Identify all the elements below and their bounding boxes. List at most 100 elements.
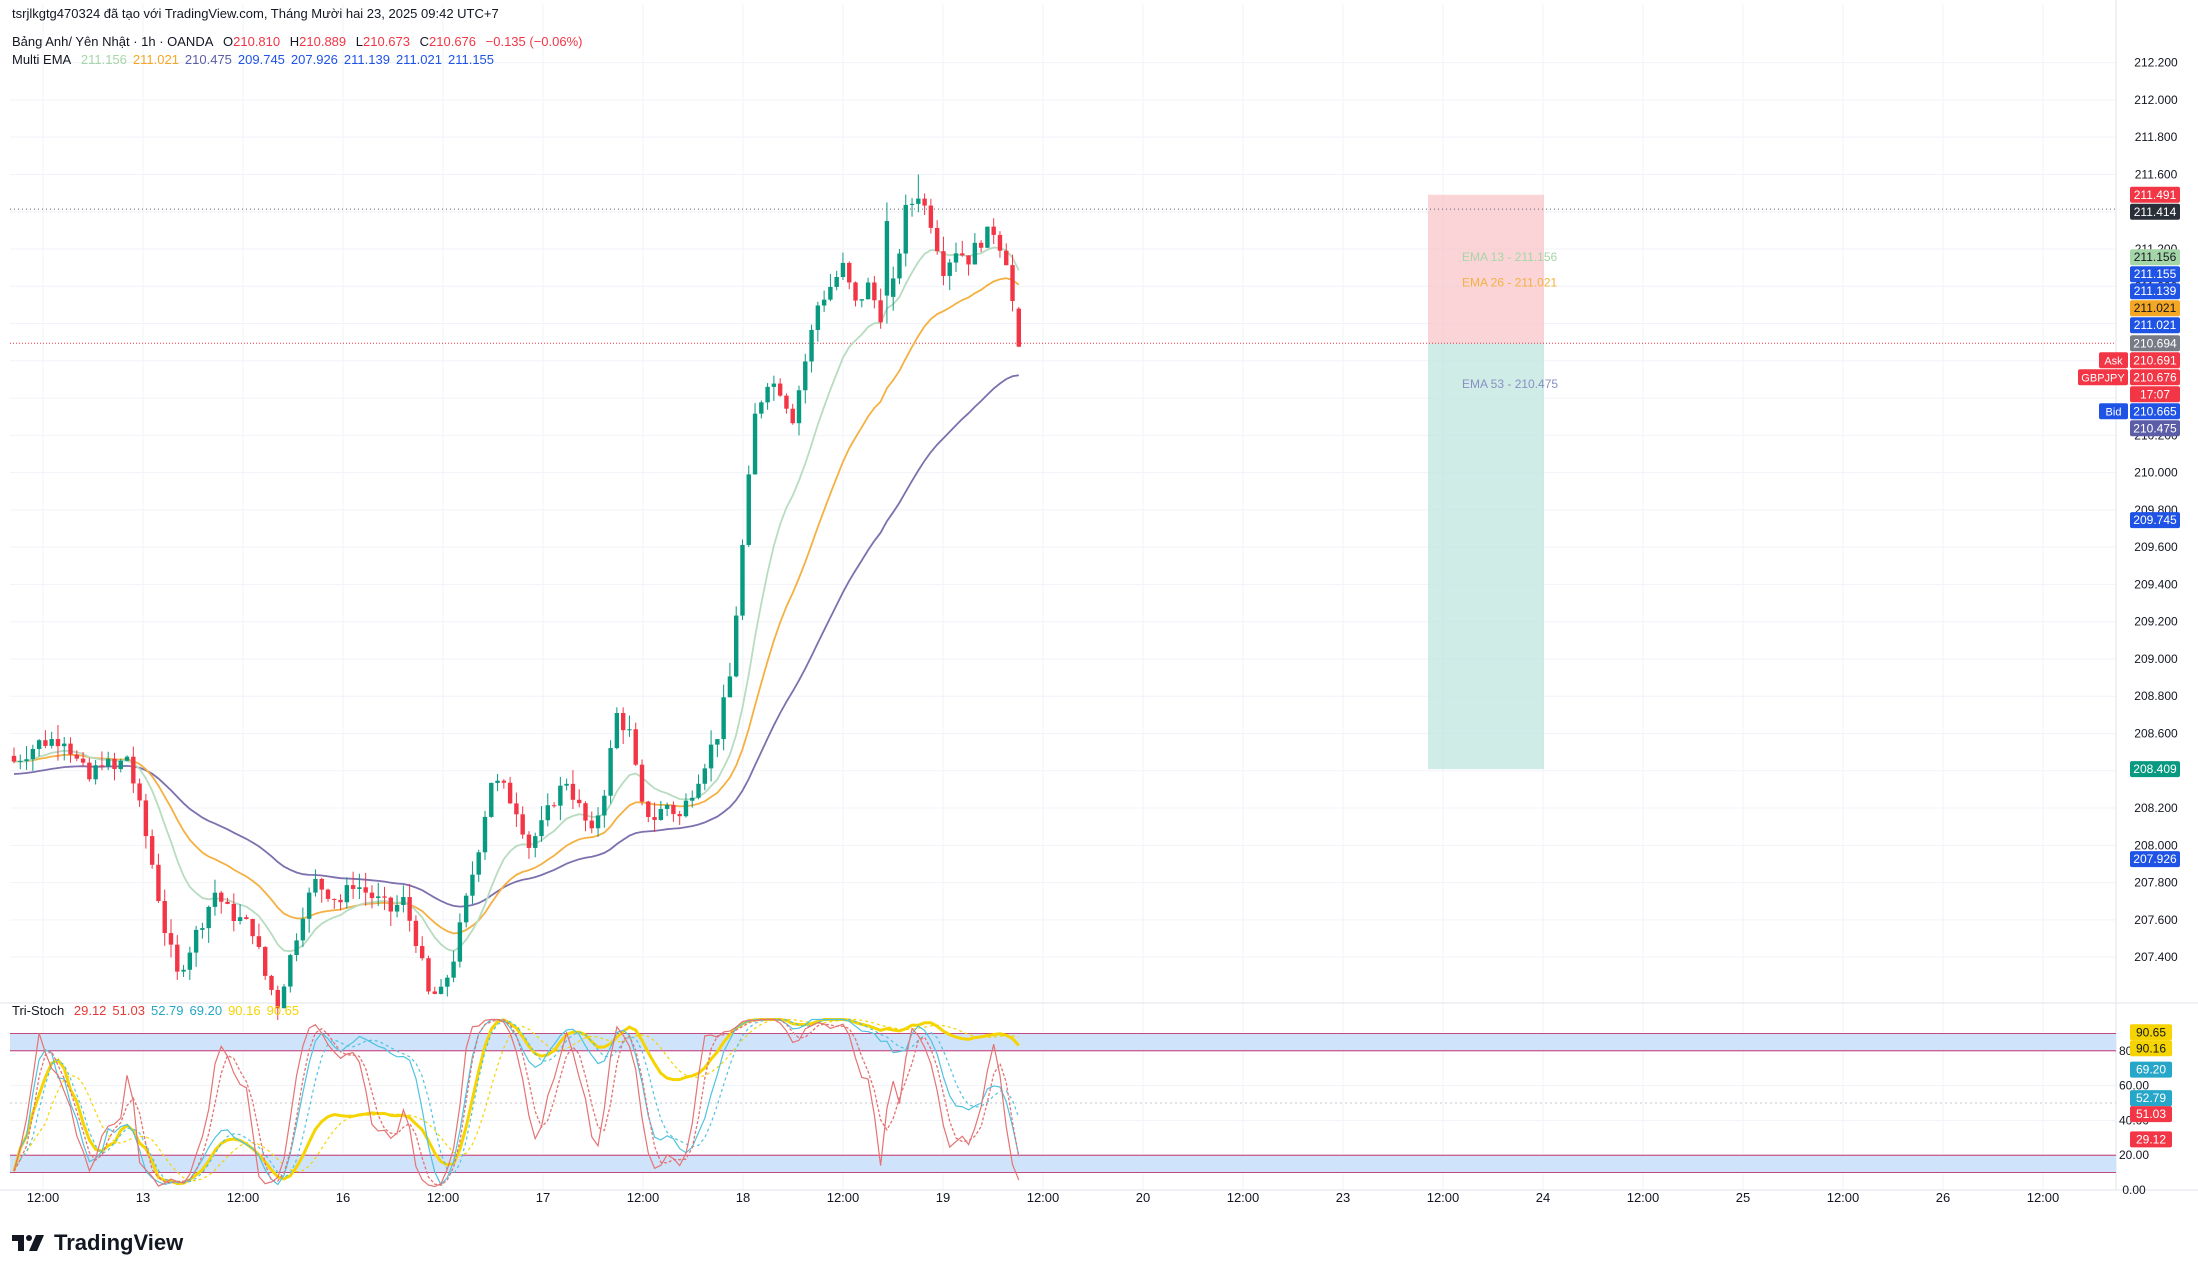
candle-body [702,768,707,784]
candle-body [539,820,544,837]
candle-body [664,804,670,809]
candle-body [489,782,494,817]
stoch-y-tick-label: 20.00 [2119,1148,2149,1162]
ema-line-label: EMA 53 - 210.475 [1462,377,1558,391]
candle-body [501,780,507,783]
candle-body [646,801,651,818]
candle-body [570,783,576,800]
candle-body [275,989,280,1009]
candle-body [708,744,714,769]
stoch-legend-label[interactable]: Tri-Stoch [12,1003,65,1018]
y-axis-tick-label: 210.000 [2134,466,2178,480]
ema-legend[interactable]: Multi EMA 211.156 211.021 210.475 209.745 20… [12,52,506,67]
candle-body [633,729,638,765]
candle-body [426,958,431,992]
candle-body [350,885,356,889]
position-risk-zone [1428,194,1544,344]
ema-legend-label[interactable]: Multi EMA [12,52,72,67]
stoch-axis-label-bg [2130,1090,2172,1107]
stoch-axis-label: 90.65 [2136,1025,2166,1039]
price-tag: Bid [2106,406,2122,418]
price-axis-label: 211.139 [2134,284,2177,298]
y-axis-tick-label: 211.800 [2135,130,2178,144]
candle-body [476,852,481,875]
candle-body [853,282,858,301]
candle-body [583,803,588,821]
stoch-legend[interactable]: Tri-Stoch 29.12 51.03 52.79 69.20 90.16 90.65 [12,1003,311,1018]
candle-body [93,765,98,780]
candle-body [1004,250,1009,266]
candle-body [193,929,199,953]
price-axis-label: 17:07 [2140,387,2170,401]
ema-line-label: EMA 26 - 211.021 [1462,275,1558,289]
candle-body [821,299,827,306]
candle-body [658,808,664,820]
candle-body [777,383,783,396]
candle-body [991,226,996,235]
stoch-legend-value: 29.12 [73,1003,107,1018]
candle-body [43,740,48,746]
candle-body [388,897,393,912]
candle-body [206,906,211,929]
candle-body [947,262,952,276]
stoch-axis-label: 51.03 [2136,1107,2166,1121]
x-axis-tick-label: 17 [536,1190,550,1205]
candle-body [445,977,450,987]
symbol-line[interactable]: Bảng Anh/ Yên Nhật · 1h · OANDA O210.810… [12,34,589,49]
candle-body [18,761,23,763]
candle-body [878,300,883,323]
candle-body [300,918,306,941]
candle-body [721,697,726,740]
candle-body [577,799,582,804]
y-axis-tick-label: 208.600 [2134,727,2178,741]
stoch-axis-label-bg [2130,1106,2172,1123]
candle-body [746,474,751,545]
price-axis-label-bg [2130,403,2180,420]
price-tag-bg [2099,352,2128,369]
stoch-axis-label: 29.12 [2136,1132,2166,1146]
price-axis-label-bg [2130,369,2180,386]
candle-body [828,286,833,300]
y-axis-tick-label: 209.600 [2134,540,2178,554]
candle-body [24,759,29,762]
symbol-name[interactable]: Bảng Anh/ Yên Nhật · 1h · OANDA [12,34,214,49]
tradingview-logo[interactable]: TradingView [12,1230,183,1256]
candle-body [671,804,676,815]
candle-body [809,329,814,362]
x-axis-tick-label: 12:00 [1827,1190,1860,1205]
x-axis-tick-label: 12:00 [1627,1190,1660,1205]
ema13-line [13,246,1020,953]
candle-body [363,887,368,893]
candle-body [985,226,990,248]
candle-body [344,885,350,903]
candle-body [715,739,720,745]
x-axis-tick-label: 12:00 [427,1190,460,1205]
candle-body [677,814,682,817]
candle-body [338,899,343,903]
candle-body [181,969,186,972]
stoch-axis-label: 52.79 [2136,1091,2166,1105]
ema53-line [13,374,1019,908]
candle-body [872,282,877,301]
stoch-legend-value: 90.65 [266,1003,300,1018]
price-axis-label: 210.691 [2133,353,2177,367]
candle-body [175,944,180,972]
candle-body [407,897,412,921]
candle-body [690,797,695,801]
price-axis-label-bg [2130,352,2180,369]
y-axis-tick-label: 212.000 [2134,93,2178,107]
x-axis-tick-label: 19 [936,1190,950,1205]
publisher-text: tsrjlkgtg470324 đã tạo với TradingView.c… [12,6,499,21]
price-tag-bg [2078,369,2128,386]
candle-body [545,805,550,821]
price-axis-label-bg [2130,386,2180,403]
candle-body [639,764,645,802]
candle-body [112,758,117,770]
candle-body [526,834,532,848]
price-axis-label-bg [2130,420,2180,437]
candle-body [790,408,795,424]
candle-body [916,198,921,204]
candle-body [457,922,463,962]
y-axis-tick-label: 209.200 [2134,615,2178,629]
